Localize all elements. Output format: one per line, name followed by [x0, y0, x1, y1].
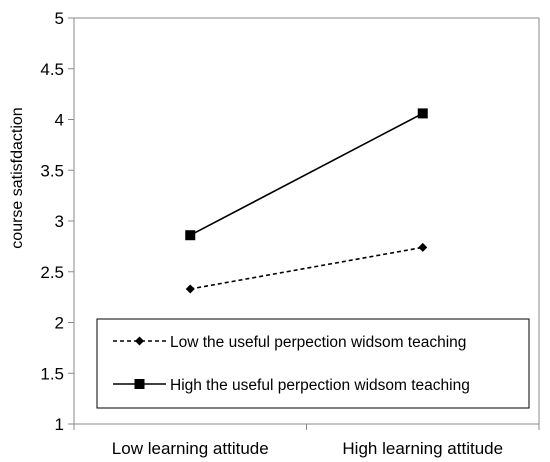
- y-tick-label: 2.5: [40, 263, 64, 282]
- data-point: [185, 230, 196, 241]
- series-line: [190, 246, 423, 290]
- legend: Low the useful perpection widsom teachin…: [96, 318, 530, 409]
- legend-box: [96, 318, 530, 409]
- legend-marker: [134, 379, 145, 389]
- legend-marker: [135, 336, 144, 346]
- y-tick-label: 3: [55, 212, 64, 231]
- series-diamond: [185, 242, 428, 294]
- y-tick-label: 3.5: [40, 161, 64, 180]
- legend-label: High the useful perpection widsom teachi…: [170, 377, 470, 394]
- y-tick-label: 1: [55, 415, 64, 434]
- y-axis: 1 1.5 2 2.5 3 3.5 4 4.5 5: [40, 9, 74, 434]
- data-point: [185, 284, 195, 294]
- y-tick-label: 1.5: [40, 364, 64, 383]
- y-tick-label: 2: [55, 314, 64, 333]
- series-layer: [185, 108, 428, 294]
- y-tick-label: 4: [55, 111, 64, 130]
- legend-item: High the useful perpection widsom teachi…: [113, 377, 470, 394]
- x-tick-label: High learning attitude: [342, 439, 503, 458]
- data-point: [417, 108, 428, 119]
- series-line: [189, 112, 424, 236]
- legend-label: Low the useful perpection widsom teachin…: [170, 334, 466, 351]
- x-axis: Low learning attitude High learning attit…: [73, 424, 540, 458]
- legend-item: Low the useful perpection widsom teachin…: [113, 334, 466, 351]
- data-point: [418, 242, 428, 252]
- y-axis-title: course satisfdaction: [9, 107, 26, 248]
- y-tick-label: 5: [55, 9, 64, 28]
- y-tick-label: 4.5: [40, 60, 64, 79]
- series-square: [185, 108, 428, 241]
- x-tick-label: Low learning attitude: [112, 439, 269, 458]
